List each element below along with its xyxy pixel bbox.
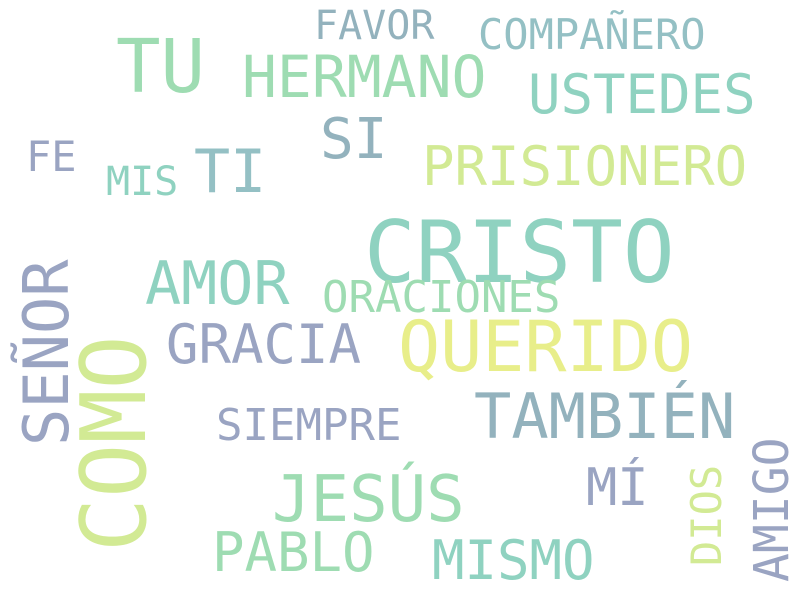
word-dios: DIOS (682, 464, 731, 566)
word-si: SI (320, 107, 388, 172)
word-querido: QUERIDO (398, 306, 694, 388)
word-mi: MÍ (586, 458, 649, 518)
word-hermano: HERMANO (242, 43, 487, 111)
word-ti: TI (194, 137, 267, 207)
word-cristo: CRISTO (364, 203, 675, 303)
word-amor: AMOR (145, 249, 290, 319)
word-tambien: TAMBIÉN (474, 380, 736, 453)
word-ustedes: USTEDES (528, 63, 756, 126)
word-favor: FAVOR (314, 3, 435, 49)
word-siempre: SIEMPRE (216, 400, 402, 451)
word-tu: TU (116, 24, 206, 110)
word-mismo: MISMO (432, 529, 595, 592)
word-companero: COMPAÑERO (478, 10, 706, 59)
word-prisionero: PRISIONERO (422, 135, 748, 198)
word-jesus: JESÚS (272, 463, 465, 537)
word-como: COMO (62, 335, 167, 552)
word-oraciones: ORACIONES (322, 272, 561, 323)
word-pablo: PABLO (212, 521, 375, 584)
word-mis: MIS (106, 159, 179, 205)
word-amigo: AMIGO (744, 437, 800, 583)
word-gracia: GRACIA (166, 313, 362, 376)
word-fe: FE (26, 132, 77, 181)
